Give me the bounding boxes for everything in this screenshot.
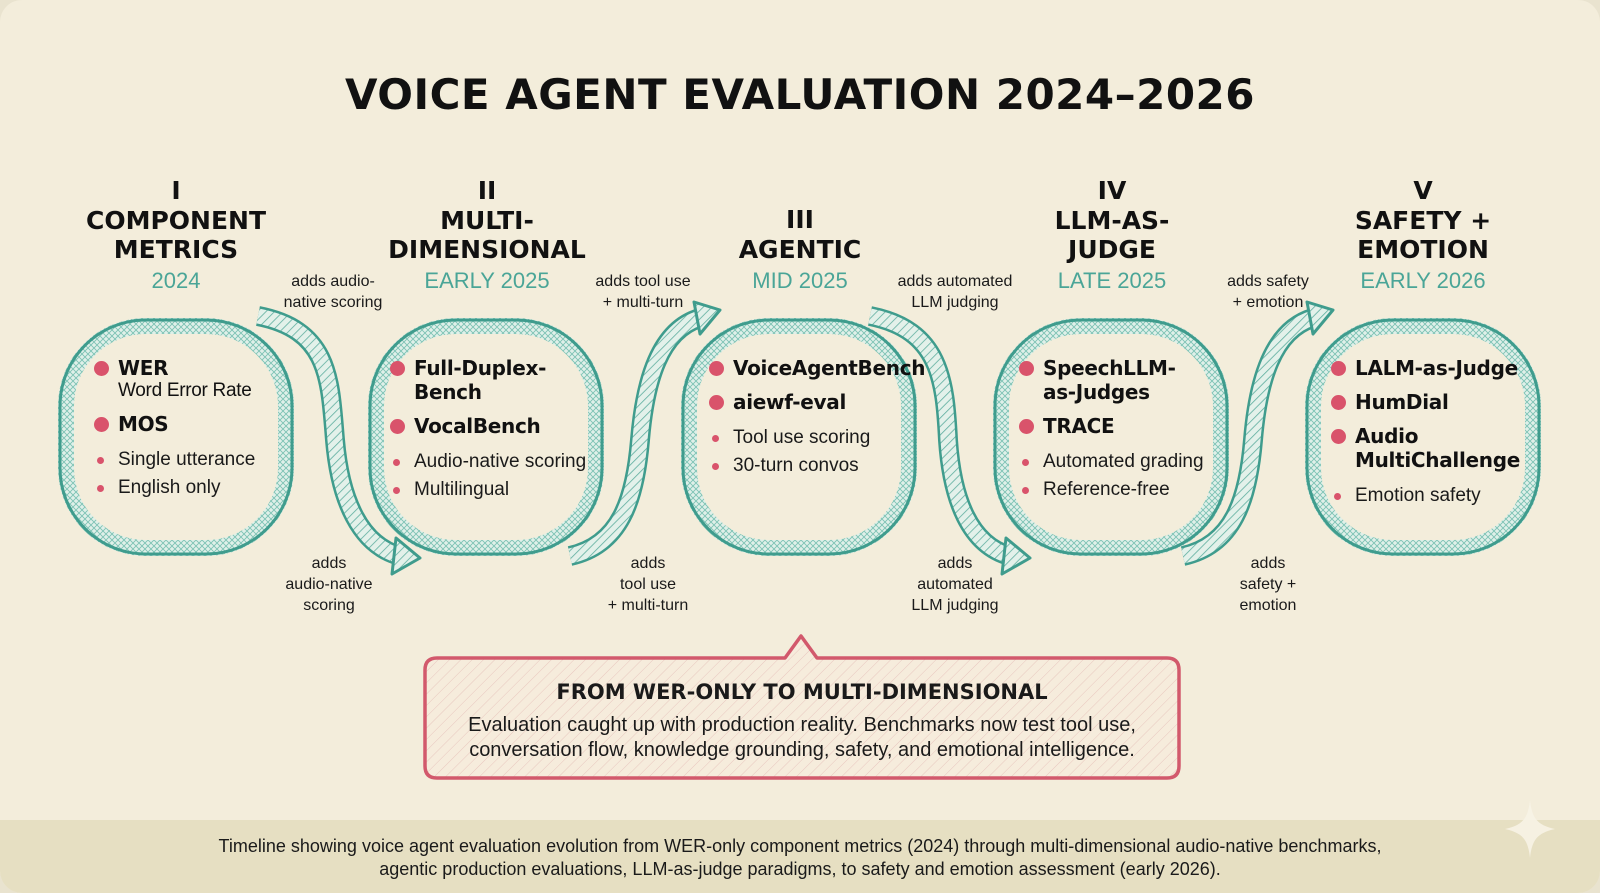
small-bullet-icon	[1022, 459, 1029, 466]
callout-heading: FROM WER-ONLY TO MULTI-DIMENSIONAL	[556, 680, 1048, 704]
transition-label-bottom: adds safety + emotion	[1239, 555, 1297, 614]
stage-numeral: V	[1413, 176, 1433, 205]
stage-date: EARLY 2025	[424, 268, 550, 293]
bullet-dot-icon	[1331, 361, 1346, 376]
benchmark-item: aiewf-eval	[709, 390, 907, 414]
stage-numeral: IV	[1097, 176, 1127, 205]
stage-header-3: III AGENTIC MID 2025	[670, 205, 930, 298]
bullet-dot-icon	[1019, 419, 1034, 434]
bullet-dot-icon	[709, 395, 724, 410]
stage-date: 2024	[151, 268, 201, 293]
feature-item: 30-turn convos	[709, 452, 907, 480]
transition-label-top: adds safety + emotion	[1227, 273, 1309, 311]
small-bullet-icon	[712, 463, 719, 470]
feature-item: Reference-free	[1019, 476, 1219, 504]
stage-bubble-1: WER Word Error Rate MOS Single utterance …	[58, 318, 294, 556]
small-bullet-icon	[393, 487, 400, 494]
transition-label-top: adds tool use + multi-turn	[595, 273, 691, 311]
feature-item: Single utterance	[94, 446, 284, 474]
page-title: VOICE AGENT EVALUATION 2024–2026	[344, 70, 1256, 119]
arrow-icon	[255, 306, 422, 576]
arrow-icon	[567, 300, 722, 566]
stage-bubble-3: VoiceAgentBench aiewf-eval Tool use scor…	[681, 318, 926, 556]
feature-item: Automated grading	[1019, 448, 1219, 476]
transition-label-bottom: adds audio-native scoring	[285, 555, 373, 614]
caption-text: Timeline showing voice agent evaluation …	[218, 836, 1382, 879]
stage-numeral: I	[171, 176, 181, 205]
stage-name: AGENTIC	[738, 235, 862, 264]
feature-item: Emotion safety	[1331, 482, 1531, 510]
stage-numeral: II	[477, 176, 497, 205]
benchmark-item: VoiceAgentBench	[709, 356, 926, 380]
stage-header-4: IV LLM-AS- JUDGE LATE 2025	[982, 176, 1242, 298]
summary-callout: FROM WER-ONLY TO MULTI-DIMENSIONAL Evalu…	[423, 634, 1181, 780]
benchmark-item: HumDial	[1331, 390, 1531, 414]
transition-label-top: adds audio- native scoring	[283, 273, 383, 311]
stage-date: EARLY 2026	[1360, 268, 1486, 293]
benchmark-item: WER Word Error Rate	[94, 356, 284, 402]
small-bullet-icon	[97, 457, 104, 464]
stage-name: MULTI- DIMENSIONAL	[388, 206, 586, 264]
small-bullet-icon	[1022, 487, 1029, 494]
small-bullet-icon	[97, 485, 104, 492]
stage-name: SAFETY + EMOTION	[1354, 206, 1492, 264]
stage-header-2: II MULTI- DIMENSIONAL EARLY 2025	[357, 176, 617, 298]
benchmark-item: LALM-as-Judge	[1331, 356, 1531, 380]
transition-label-bottom: adds automated LLM judging	[911, 555, 999, 614]
stage-numeral: III	[786, 205, 814, 234]
benchmark-item: Audio MultiChallenge	[1331, 424, 1531, 472]
bullet-dot-icon	[709, 361, 724, 376]
stage-header-5: V SAFETY + EMOTION EARLY 2026	[1293, 176, 1553, 298]
bullet-dot-icon	[1019, 361, 1034, 376]
arrow-icon	[1180, 300, 1335, 566]
stage-date: MID 2025	[752, 268, 848, 293]
benchmark-item: SpeechLLM- as-Judges	[1019, 356, 1219, 404]
benchmark-item: Full-Duplex- Bench	[390, 356, 594, 404]
feature-item: Audio-native scoring	[390, 448, 594, 476]
benchmark-item: VocalBench	[390, 414, 594, 438]
callout-body: Evaluation caught up with production rea…	[468, 714, 1136, 761]
transition-label-top: adds automated LLM judging	[897, 273, 1013, 311]
stage-bubble-4: SpeechLLM- as-Judges TRACE Automated gra…	[993, 318, 1229, 556]
feature-item: Multilingual	[390, 476, 594, 504]
benchmark-description: Word Error Rate	[118, 380, 252, 401]
transition-label-bottom: adds tool use + multi-turn	[607, 555, 689, 614]
caption-footer: Timeline showing voice agent evaluation …	[0, 820, 1600, 893]
stage-header-1: I COMPONENT METRICS 2024	[46, 176, 306, 298]
small-bullet-icon	[1334, 493, 1341, 500]
bullet-dot-icon	[390, 361, 405, 376]
stage-bubble-5: LALM-as-Judge HumDial Audio MultiChallen…	[1305, 318, 1541, 556]
sparkle-icon	[1505, 800, 1555, 858]
arrow-icon	[867, 306, 1032, 576]
bullet-dot-icon	[94, 417, 109, 432]
small-bullet-icon	[712, 435, 719, 442]
bullet-dot-icon	[1331, 395, 1346, 410]
stage-name: COMPONENT METRICS	[85, 206, 267, 264]
stage-name: LLM-AS- JUDGE	[1054, 206, 1170, 264]
benchmark-item: TRACE	[1019, 414, 1219, 438]
feature-item: English only	[94, 474, 284, 502]
bullet-dot-icon	[94, 361, 109, 376]
bullet-dot-icon	[1331, 429, 1346, 444]
feature-item: Tool use scoring	[709, 424, 907, 452]
small-bullet-icon	[393, 459, 400, 466]
stage-date: LATE 2025	[1057, 268, 1167, 293]
stage-bubble-2: Full-Duplex- Bench VocalBench Audio-nati…	[368, 318, 604, 556]
bullet-dot-icon	[390, 419, 405, 434]
benchmark-item: MOS	[94, 412, 284, 436]
